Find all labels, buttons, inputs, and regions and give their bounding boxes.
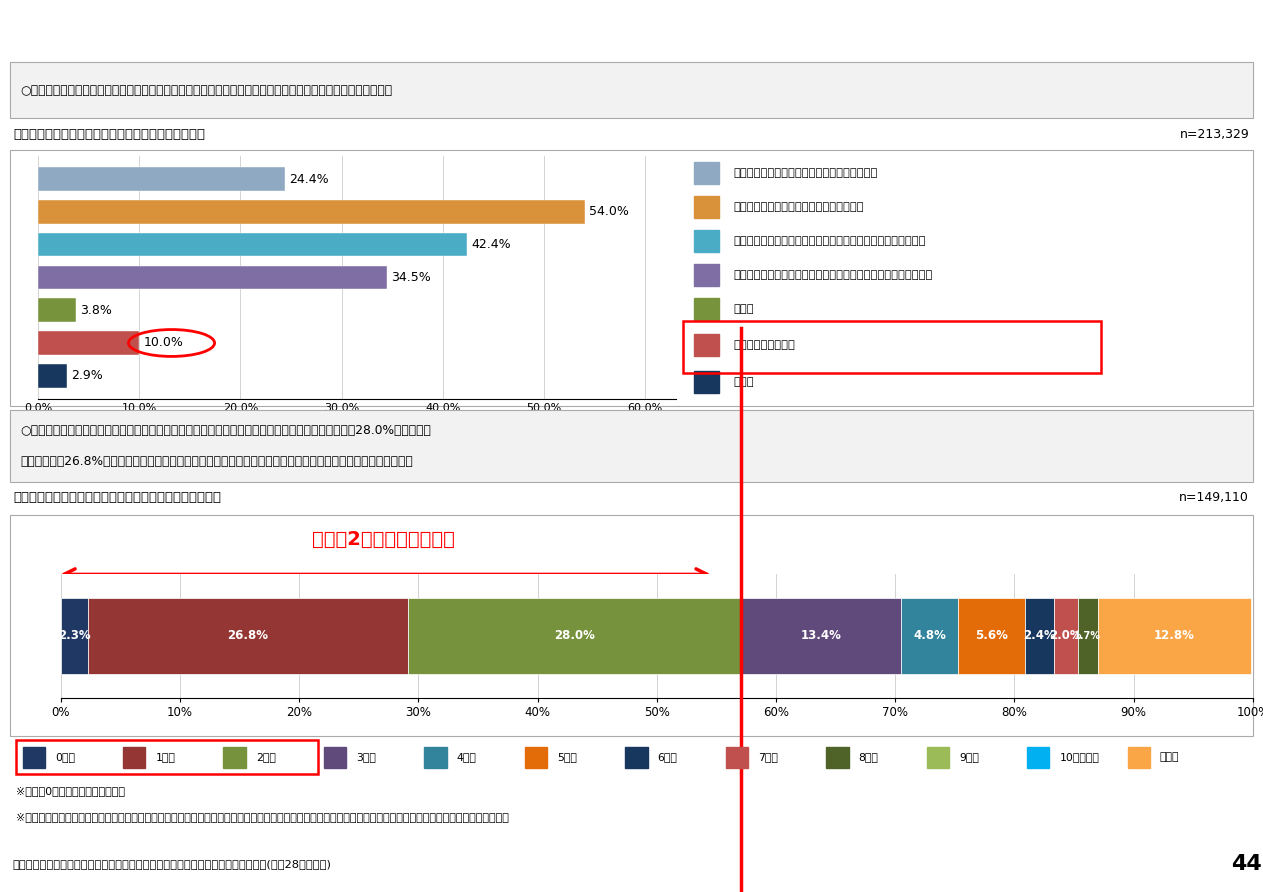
Text: 3.8%: 3.8% (81, 303, 112, 317)
Bar (224, 747, 246, 768)
Bar (693, 298, 719, 320)
Text: 入院時（入院中）に退院後の生活について病院側と意見交換した: 入院時（入院中）に退院後の生活について病院側と意見交換した (733, 270, 932, 280)
Text: ○　担当利用者が入院した場合に、入院先の医療機関に情報提供を行った日は、「入院後２日目」が28.0%、「入院後: ○ 担当利用者が入院した場合に、入院先の医療機関に情報提供を行った日は、「入院後… (20, 424, 431, 437)
Text: 2.3%: 2.3% (58, 630, 91, 642)
Text: 入院時に医療機関を訪問し情報提供をした: 入院時に医療機関を訪問し情報提供をした (733, 202, 864, 212)
Bar (683, 321, 1101, 373)
Bar (38, 299, 76, 322)
Text: その他: その他 (733, 304, 754, 314)
Text: 8日目: 8日目 (859, 752, 878, 762)
Bar (88, 598, 408, 674)
Text: 居宅介護支援事業所及び介護支援専門員の業務等の実態に関する調査（平成28年度）: 居宅介護支援事業所及び介護支援専門員の業務等の実態に関する調査（平成28年度） (15, 20, 457, 38)
Text: 入院時に医療機関に情報提供を行った日（利用者調査票）: 入院時に医療機関に情報提供を行った日（利用者調査票） (14, 491, 222, 504)
Bar (408, 598, 741, 674)
Bar (16, 739, 318, 774)
Text: 10日目以上: 10日目以上 (1060, 752, 1099, 762)
Bar (625, 747, 648, 768)
Bar (1053, 598, 1077, 674)
Bar (693, 230, 719, 252)
Bar (38, 266, 388, 289)
Text: 4日目: 4日目 (457, 752, 476, 762)
Text: n=213,329: n=213,329 (1180, 128, 1249, 141)
Text: 9日目: 9日目 (959, 752, 979, 762)
Text: 10.0%: 10.0% (143, 336, 183, 350)
Text: 5日目: 5日目 (557, 752, 577, 762)
Text: 入院時（入院中）に経過や退院時期について病院側に確認した: 入院時（入院中）に経過や退院時期について病院側に確認した (733, 236, 926, 246)
Bar (826, 747, 849, 768)
Bar (1026, 598, 1053, 674)
Bar (38, 331, 139, 355)
Text: 3日目: 3日目 (356, 752, 376, 762)
Bar (23, 747, 45, 768)
Text: n=149,110: n=149,110 (1180, 491, 1249, 504)
Text: 28.0%: 28.0% (554, 630, 595, 642)
Text: 2.9%: 2.9% (71, 369, 104, 383)
Text: 入院後2日以内に情報提供: 入院後2日以内に情報提供 (312, 530, 455, 549)
Text: 42.4%: 42.4% (471, 238, 510, 252)
Bar (693, 264, 719, 286)
Text: 入院時に利用者の情報を書面で送付し提供した: 入院時に利用者の情報を書面で送付し提供した (733, 168, 878, 178)
Bar (1027, 747, 1050, 768)
Bar (693, 162, 719, 184)
Bar (927, 747, 949, 768)
Text: 24.4%: 24.4% (289, 172, 328, 186)
Text: 44: 44 (1231, 854, 1262, 874)
Text: 6日目: 6日目 (658, 752, 677, 762)
Text: 「居宅介護支援事業所及び介護支援専門員の業務等の実態に関する調査研究事業」(平成28年度調査): 「居宅介護支援事業所及び介護支援専門員の業務等の実態に関する調査研究事業」(平成… (13, 859, 331, 869)
Bar (693, 334, 719, 356)
Bar (726, 747, 748, 768)
Bar (38, 167, 285, 191)
Text: 5.6%: 5.6% (975, 630, 1008, 642)
Bar (123, 747, 145, 768)
Text: １日目」が26.8%であり、入院後２日目以内に入院先の医療機関に情報提供を行った割合が５割を超えていた。: １日目」が26.8%であり、入院後２日目以内に入院先の医療機関に情報提供を行った… (20, 455, 413, 468)
Text: ※入院時の連携状況において、「入院時に利用者の情報を書面で送付し提供した」または「入院時に医療機関を訪問し情報提供をした」と回答した場合にのみ回答。: ※入院時の連携状況において、「入院時に利用者の情報を書面で送付し提供した」または… (16, 813, 509, 822)
Bar (741, 598, 902, 674)
Text: 入院時の連携状況（利用者調査票）　（複数回答可）: 入院時の連携状況（利用者調査票） （複数回答可） (14, 128, 206, 141)
Bar (959, 598, 1026, 674)
Bar (693, 371, 719, 392)
Text: 1.7%: 1.7% (1075, 631, 1101, 641)
Text: ※入院後0日目を入院当日とする。: ※入院後0日目を入院当日とする。 (16, 786, 125, 796)
Text: 情報提供していない: 情報提供していない (733, 341, 794, 351)
Bar (1077, 598, 1098, 674)
Text: 4.8%: 4.8% (913, 630, 946, 642)
Text: 2.4%: 2.4% (1023, 630, 1056, 642)
Bar (61, 598, 88, 674)
Text: 1日目: 1日目 (155, 752, 176, 762)
Text: 34.5%: 34.5% (392, 271, 431, 284)
Text: 54.0%: 54.0% (589, 205, 629, 219)
Text: 無回答: 無回答 (1159, 752, 1180, 762)
Text: 26.8%: 26.8% (227, 630, 268, 642)
Bar (1128, 747, 1149, 768)
Bar (693, 196, 719, 218)
Bar (525, 747, 547, 768)
Text: 13.4%: 13.4% (801, 630, 841, 642)
Text: 7日目: 7日目 (758, 752, 778, 762)
Bar (1098, 598, 1250, 674)
Text: 2日目: 2日目 (256, 752, 275, 762)
Text: 0日目: 0日目 (54, 752, 75, 762)
Bar (902, 598, 959, 674)
Bar (38, 364, 67, 388)
Bar (323, 747, 346, 768)
Text: 無回答: 無回答 (733, 376, 754, 387)
Text: ○　担当利用者が入院した場合に、入院先の医療機関に利用者の情報を提供していない割合は１０％であった。: ○ 担当利用者が入院した場合に、入院先の医療機関に利用者の情報を提供していない割… (20, 84, 393, 96)
Text: 2.0%: 2.0% (1050, 630, 1082, 642)
Bar (38, 233, 467, 256)
Bar (424, 747, 447, 768)
Bar (38, 200, 585, 224)
Text: 12.8%: 12.8% (1154, 630, 1195, 642)
